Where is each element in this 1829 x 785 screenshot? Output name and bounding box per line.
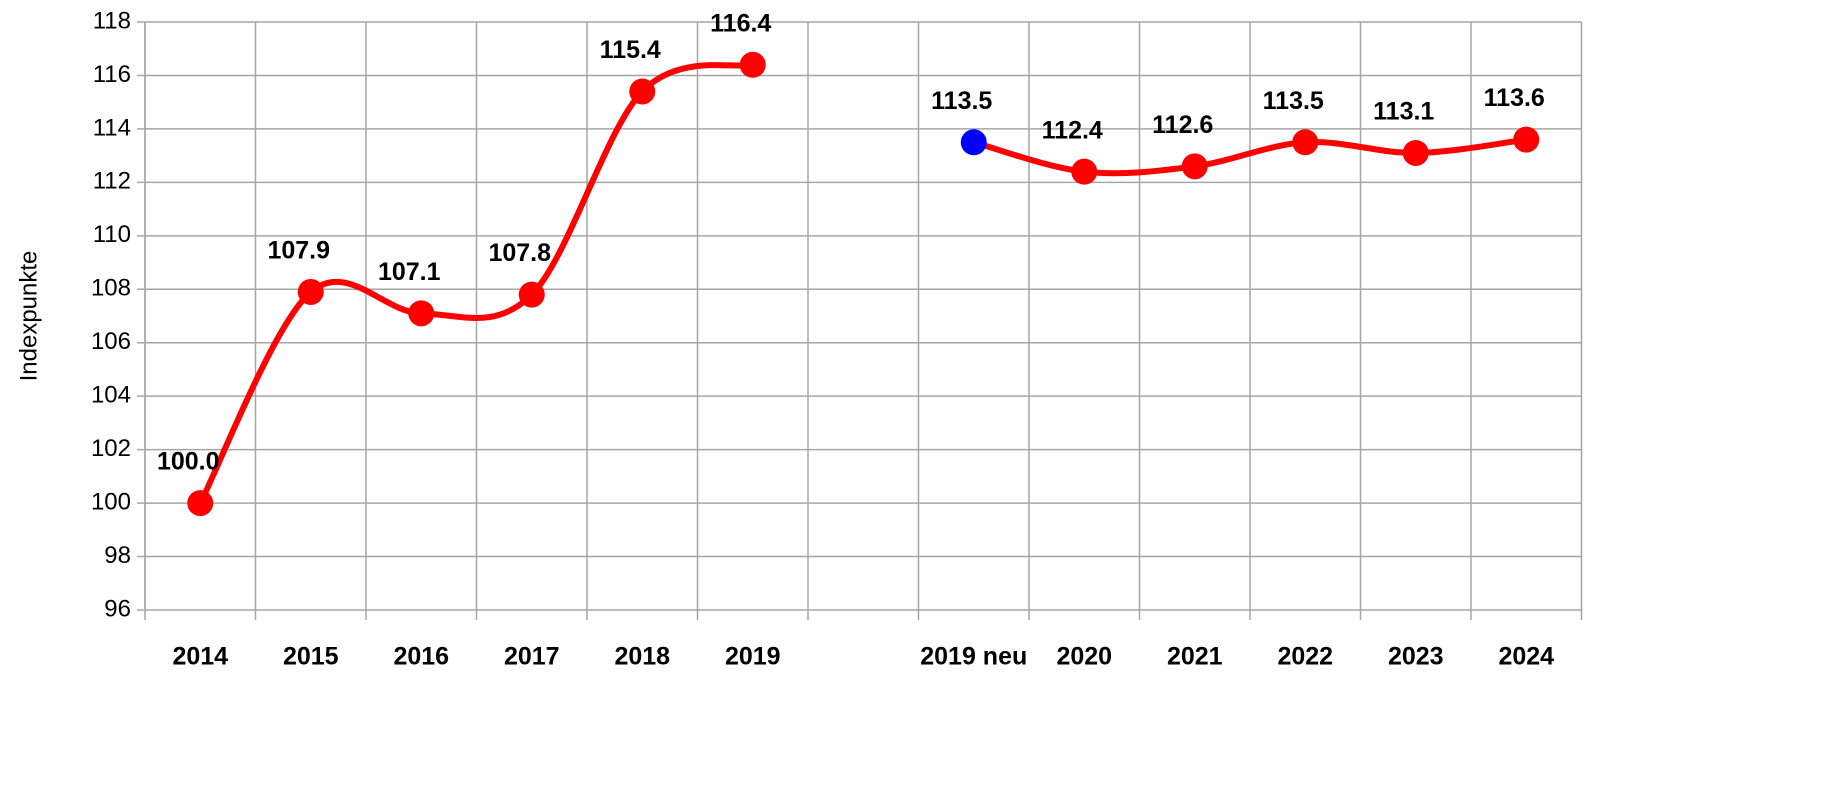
x-tick-label: 2024 bbox=[1498, 643, 1554, 671]
x-tick-label: 2018 bbox=[614, 643, 670, 671]
x-tick-label: 2023 bbox=[1388, 643, 1444, 671]
marker bbox=[1292, 129, 1319, 156]
data-label: 100.0 bbox=[157, 448, 220, 476]
y-tick-label: 114 bbox=[93, 114, 131, 141]
y-axis-label: Indexpunkte bbox=[15, 251, 42, 382]
data-label: 115.4 bbox=[600, 36, 661, 64]
y-tick-label: 100 bbox=[91, 488, 131, 515]
data-label: 113.5 bbox=[1263, 87, 1324, 115]
marker bbox=[739, 51, 766, 78]
x-tick-label: 2020 bbox=[1056, 643, 1112, 671]
data-label: 107.1 bbox=[378, 258, 441, 286]
y-tick-label: 102 bbox=[91, 435, 131, 462]
data-label: 113.1 bbox=[1373, 98, 1434, 126]
y-tick-label: 118 bbox=[93, 7, 131, 34]
data-label: 107.8 bbox=[488, 239, 551, 267]
marker bbox=[1513, 126, 1540, 153]
y-tick-label: 96 bbox=[104, 595, 131, 622]
data-label: 107.9 bbox=[267, 237, 330, 265]
data-label: 113.5 bbox=[931, 87, 992, 115]
x-tick-label: 2014 bbox=[172, 643, 228, 671]
x-tick-label: 2016 bbox=[393, 643, 449, 671]
x-tick-label: 2019 neu bbox=[920, 643, 1027, 671]
x-tick-label: 2022 bbox=[1277, 643, 1333, 671]
data-label: 116.4 bbox=[710, 9, 771, 37]
data-label: 112.6 bbox=[1152, 111, 1213, 139]
y-tick-label: 116 bbox=[93, 61, 131, 88]
y-tick-label: 98 bbox=[104, 542, 131, 569]
marker bbox=[1402, 139, 1429, 166]
y-tick-label: 106 bbox=[91, 328, 131, 355]
marker bbox=[629, 78, 656, 105]
marker bbox=[1071, 158, 1098, 185]
y-tick-label: 104 bbox=[91, 382, 131, 409]
marker bbox=[960, 129, 987, 156]
y-tick-label: 112 bbox=[93, 168, 131, 195]
x-tick-label: 2021 bbox=[1167, 643, 1223, 671]
data-label: 112.4 bbox=[1042, 116, 1103, 144]
marker bbox=[297, 278, 324, 305]
y-tick-label: 108 bbox=[91, 275, 131, 302]
marker bbox=[408, 300, 435, 327]
marker bbox=[518, 281, 545, 308]
x-tick-label: 2017 bbox=[504, 643, 560, 671]
marker bbox=[1181, 153, 1208, 180]
marker bbox=[187, 490, 214, 517]
x-tick-label: 2019 bbox=[725, 643, 781, 671]
y-tick-label: 110 bbox=[93, 221, 131, 248]
data-label: 113.6 bbox=[1484, 84, 1545, 112]
x-tick-label: 2015 bbox=[283, 643, 339, 671]
